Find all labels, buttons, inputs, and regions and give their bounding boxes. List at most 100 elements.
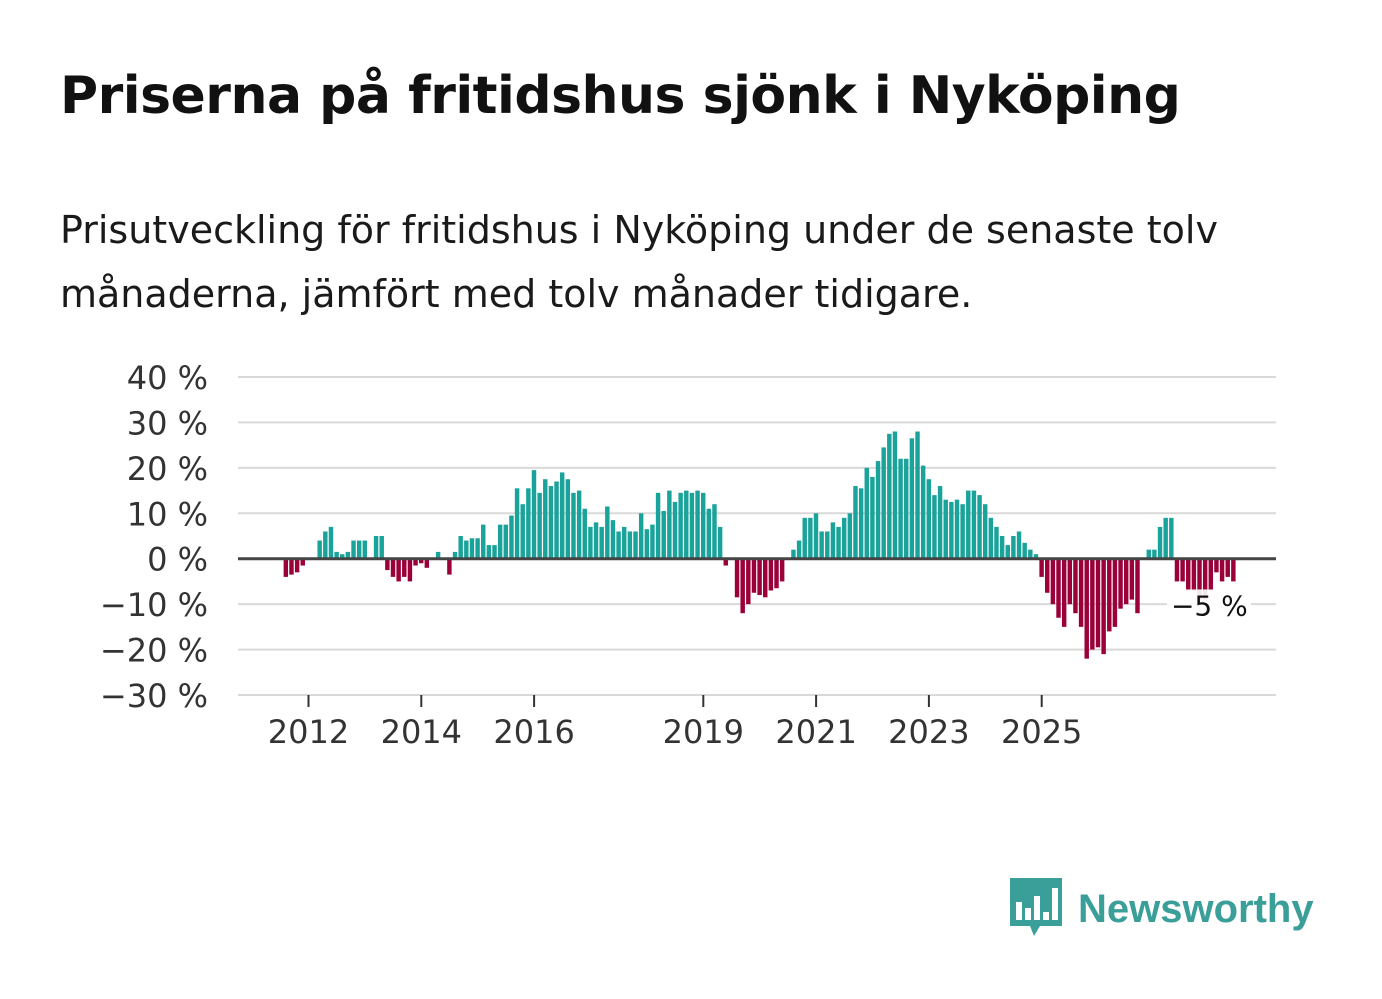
bar bbox=[616, 531, 621, 559]
bar bbox=[497, 524, 503, 559]
bar bbox=[633, 531, 638, 559]
bar bbox=[994, 526, 999, 559]
bar bbox=[813, 513, 819, 559]
bar bbox=[904, 458, 909, 559]
bar bbox=[915, 431, 920, 559]
bar bbox=[452, 551, 458, 559]
bar bbox=[920, 465, 926, 559]
x-tick-label: 2014 bbox=[381, 713, 462, 751]
bar bbox=[892, 431, 898, 559]
bar bbox=[543, 479, 548, 559]
bar bbox=[1123, 558, 1129, 605]
bar bbox=[667, 490, 672, 559]
bar bbox=[362, 540, 368, 559]
bar bbox=[554, 481, 559, 559]
bar bbox=[1056, 558, 1061, 618]
bar bbox=[559, 472, 565, 559]
x-tick-label: 2023 bbox=[888, 713, 969, 751]
bar bbox=[779, 558, 785, 582]
bar bbox=[1022, 542, 1027, 559]
bar bbox=[565, 479, 571, 559]
y-tick-label: 0 % bbox=[147, 541, 208, 579]
bar bbox=[593, 522, 599, 559]
last-value-label: −5 % bbox=[1171, 589, 1248, 622]
bar-chart: 40 %30 %20 %10 %0 %−10 %−20 %−30 % 2012 2… bbox=[100, 359, 1276, 751]
bar bbox=[390, 558, 396, 577]
bar bbox=[1146, 549, 1151, 559]
bar bbox=[317, 540, 322, 559]
bar bbox=[1129, 558, 1135, 600]
bar bbox=[1011, 536, 1016, 559]
bar bbox=[340, 554, 345, 559]
chart-title: Priserna på fritidshus sjönk i Nyköping bbox=[60, 66, 1181, 126]
bar bbox=[1045, 558, 1050, 593]
bar bbox=[999, 536, 1005, 559]
bar bbox=[875, 461, 881, 559]
bar bbox=[808, 517, 813, 559]
bar bbox=[937, 486, 943, 559]
bar bbox=[802, 517, 807, 559]
bar bbox=[413, 558, 418, 566]
bar bbox=[740, 558, 745, 614]
bar bbox=[1208, 558, 1214, 591]
bar bbox=[503, 524, 509, 559]
x-tick-label: 2019 bbox=[663, 713, 744, 751]
bar bbox=[435, 551, 441, 559]
x-tick-label: 2012 bbox=[268, 713, 349, 751]
bar bbox=[746, 558, 751, 605]
bar bbox=[1214, 558, 1219, 573]
bar bbox=[469, 538, 475, 559]
bar bbox=[723, 558, 728, 566]
bar bbox=[1078, 558, 1084, 627]
bar bbox=[717, 526, 723, 559]
bar bbox=[1084, 558, 1089, 659]
bar bbox=[672, 501, 678, 559]
x-tick-label: 2021 bbox=[775, 713, 856, 751]
bar bbox=[638, 513, 644, 559]
bar bbox=[650, 524, 655, 559]
bar bbox=[791, 549, 796, 559]
bar bbox=[684, 490, 689, 559]
bar bbox=[774, 558, 779, 589]
bar bbox=[864, 467, 869, 559]
bar bbox=[734, 558, 740, 598]
bar bbox=[537, 492, 542, 559]
bar bbox=[768, 558, 774, 591]
bar bbox=[819, 531, 824, 559]
brand-name: Newsworthy bbox=[1078, 886, 1314, 931]
bar bbox=[1061, 558, 1067, 627]
bar bbox=[836, 526, 841, 559]
bar bbox=[661, 511, 666, 559]
bar bbox=[1231, 558, 1236, 582]
bar bbox=[932, 495, 937, 559]
y-tick-label: 20 % bbox=[127, 450, 208, 488]
bar bbox=[385, 558, 390, 571]
bar bbox=[1067, 558, 1073, 605]
bar bbox=[943, 499, 948, 559]
bar bbox=[757, 558, 762, 596]
bar bbox=[458, 536, 463, 559]
x-tick-label: 2016 bbox=[493, 713, 574, 751]
bar bbox=[526, 488, 531, 559]
bar bbox=[356, 540, 362, 559]
x-tick-label: 2025 bbox=[1001, 713, 1082, 751]
bar bbox=[475, 538, 480, 559]
chart-subtitle: Prisutveckling för fritidshus i Nyköping… bbox=[60, 208, 1218, 316]
bar bbox=[898, 458, 903, 559]
bar bbox=[289, 558, 294, 575]
y-tick-label: 10 % bbox=[127, 495, 208, 533]
x-axis-ticks: 2012 2014 2016 2019 2021 2023 2025 bbox=[268, 695, 1082, 751]
bar bbox=[610, 520, 616, 559]
bar bbox=[870, 476, 875, 559]
y-tick-label: −20 % bbox=[100, 632, 208, 670]
bar bbox=[509, 515, 514, 559]
bar bbox=[622, 526, 627, 559]
bar bbox=[627, 531, 633, 559]
bar bbox=[830, 522, 836, 559]
bar bbox=[407, 558, 413, 582]
bar bbox=[853, 486, 858, 559]
bar bbox=[655, 492, 661, 559]
bar bbox=[514, 488, 520, 559]
bar bbox=[1050, 558, 1056, 605]
bar bbox=[1073, 558, 1078, 614]
